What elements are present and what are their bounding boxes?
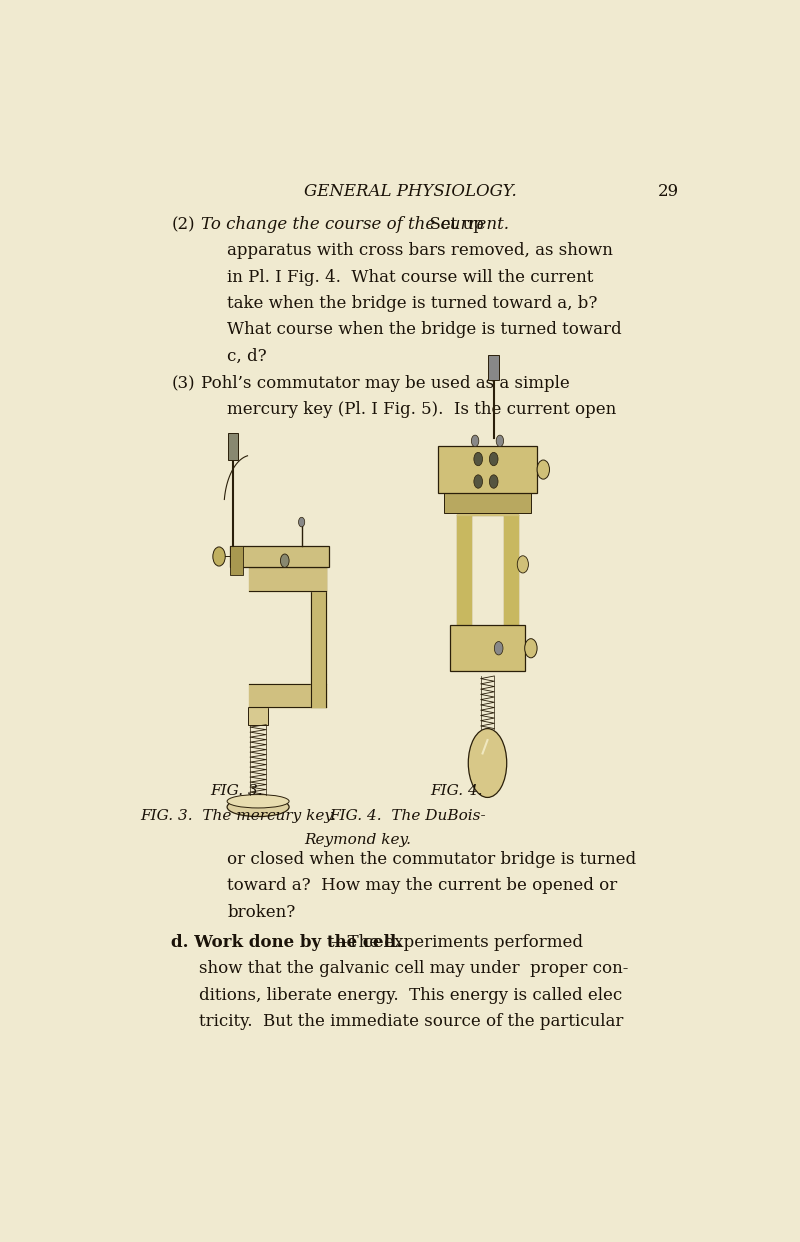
Text: take when the bridge is turned toward a, b?: take when the bridge is turned toward a,… — [227, 294, 598, 312]
Text: Set up: Set up — [419, 216, 484, 233]
Text: in Pl. I Fig. 4.  What course will the current: in Pl. I Fig. 4. What course will the cu… — [227, 268, 594, 286]
Circle shape — [213, 546, 226, 566]
Bar — [248, 708, 268, 724]
Text: show that the galvanic cell may under  proper con-: show that the galvanic cell may under pr… — [199, 960, 629, 977]
Text: To change the course of the current.: To change the course of the current. — [201, 216, 509, 233]
Bar — [230, 546, 242, 575]
Bar — [438, 446, 537, 493]
Circle shape — [298, 517, 305, 527]
Text: What course when the bridge is turned toward: What course when the bridge is turned to… — [227, 322, 622, 338]
Circle shape — [496, 435, 504, 447]
Bar — [450, 625, 525, 671]
Bar — [488, 355, 499, 380]
Circle shape — [525, 638, 537, 658]
Text: FIG. 4.: FIG. 4. — [430, 784, 483, 799]
Circle shape — [474, 452, 482, 466]
Text: apparatus with cross bars removed, as shown: apparatus with cross bars removed, as sh… — [227, 242, 613, 260]
Text: (3): (3) — [171, 375, 195, 392]
Bar — [230, 546, 330, 568]
Text: toward a?  How may the current be opened or: toward a? How may the current be opened … — [227, 877, 618, 894]
Circle shape — [490, 452, 498, 466]
Circle shape — [537, 460, 550, 479]
Text: ditions, liberate energy.  This energy is called elec: ditions, liberate energy. This energy is… — [199, 986, 622, 1004]
Text: c, d?: c, d? — [227, 348, 266, 364]
Bar — [228, 433, 238, 460]
Text: mercury key (Pl. I Fig. 5).  Is the current open: mercury key (Pl. I Fig. 5). Is the curre… — [227, 401, 616, 419]
Ellipse shape — [227, 797, 289, 816]
Text: or closed when the commutator bridge is turned: or closed when the commutator bridge is … — [227, 851, 636, 868]
Text: FIG. 3.: FIG. 3. — [210, 784, 262, 799]
Text: FIG. 3.  The mercury key.: FIG. 3. The mercury key. — [140, 809, 336, 823]
Bar — [444, 493, 531, 513]
Circle shape — [474, 474, 482, 488]
Ellipse shape — [468, 729, 506, 797]
Text: Pohl’s commutator may be used as a simple: Pohl’s commutator may be used as a simpl… — [201, 375, 570, 392]
Text: —The experiments performed: —The experiments performed — [331, 934, 583, 951]
Text: FIG. 4.  The DuBois-: FIG. 4. The DuBois- — [330, 809, 486, 823]
Text: broken?: broken? — [227, 904, 295, 920]
Text: 29: 29 — [658, 183, 679, 200]
Circle shape — [518, 555, 529, 573]
Circle shape — [281, 554, 289, 568]
Circle shape — [494, 642, 503, 655]
Text: (2): (2) — [171, 216, 195, 233]
Text: GENERAL PHYSIOLOGY.: GENERAL PHYSIOLOGY. — [304, 183, 516, 200]
Text: tricity.  But the immediate source of the particular: tricity. But the immediate source of the… — [199, 1013, 623, 1030]
Text: d. Work done by the cell.: d. Work done by the cell. — [171, 934, 402, 951]
Circle shape — [471, 435, 479, 447]
Ellipse shape — [227, 795, 289, 809]
Circle shape — [490, 474, 498, 488]
Text: Reymond key.: Reymond key. — [304, 832, 411, 847]
